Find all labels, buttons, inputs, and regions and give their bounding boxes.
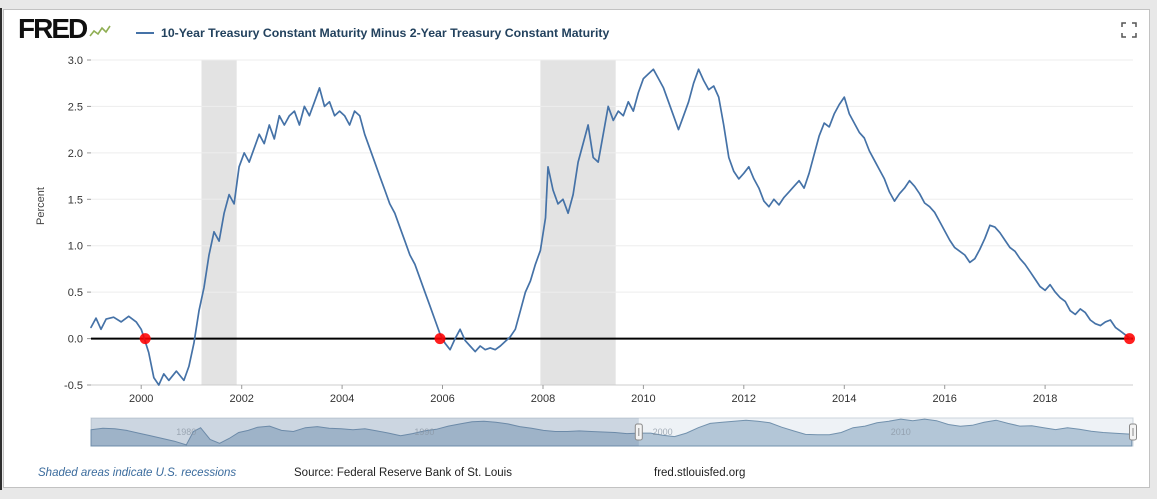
zero-cross-marker bbox=[139, 333, 151, 345]
y-tick-label: -0.5 bbox=[64, 380, 83, 392]
recession-note: Shaded areas indicate U.S. recessions bbox=[38, 467, 237, 479]
site-link[interactable]: fred.stlouisfed.org bbox=[654, 467, 746, 479]
chart-header: FRED 10-Year Treasury Constant Maturity … bbox=[4, 10, 1149, 56]
navigator-handle-right[interactable] bbox=[1129, 423, 1137, 441]
x-tick-label: 2006 bbox=[430, 393, 454, 405]
fred-chart-card: FRED 10-Year Treasury Constant Maturity … bbox=[3, 9, 1150, 488]
y-tick-label: 2.5 bbox=[68, 101, 83, 113]
x-tick-label: 2018 bbox=[1033, 393, 1057, 405]
navigator-year-label: 2000 bbox=[653, 427, 673, 437]
navigator-year-label: 2010 bbox=[891, 427, 911, 437]
x-tick-label: 2000 bbox=[129, 393, 153, 405]
navigator-year-label: 1980 bbox=[176, 427, 196, 437]
main-chart[interactable]: 3.0 2.5 2.0 1.5 1.0 0.5 0.0 -0.5 2000 2002 2004 200… bbox=[4, 54, 1149, 406]
source-link[interactable]: Source: Federal Reserve Bank of St. Loui… bbox=[294, 467, 512, 479]
x-tick-label: 2014 bbox=[832, 393, 856, 405]
series-line bbox=[90, 68, 1132, 386]
x-tick-label: 2002 bbox=[229, 393, 253, 405]
zero-cross-marker bbox=[1124, 333, 1135, 345]
chart-footer: Shaded areas indicate U.S. recessions So… bbox=[4, 458, 1149, 484]
x-tick-label: 2004 bbox=[330, 393, 354, 405]
fullscreen-button[interactable] bbox=[1121, 22, 1137, 38]
navigator-handle-left[interactable] bbox=[634, 423, 643, 441]
range-navigator[interactable]: 1980 1990 2000 2010 bbox=[4, 412, 1149, 456]
x-tick-label: 2016 bbox=[932, 393, 956, 405]
x-tick-label: 2008 bbox=[531, 393, 555, 405]
y-tick-label: 3.0 bbox=[68, 55, 83, 67]
window-left-edge bbox=[0, 8, 2, 490]
fred-logo-sparkline-icon bbox=[89, 25, 111, 37]
y-tick-label: 1.0 bbox=[68, 241, 83, 253]
y-tick-label: 2.0 bbox=[68, 148, 83, 160]
x-tick-label: 2010 bbox=[631, 393, 655, 405]
y-tick-label: 0.0 bbox=[68, 334, 83, 346]
zero-cross-marker bbox=[434, 333, 446, 345]
x-tick-label: 2012 bbox=[732, 393, 756, 405]
y-tick-label: 1.5 bbox=[68, 194, 83, 206]
navigator-mask bbox=[91, 418, 639, 446]
navigator-year-label: 1990 bbox=[414, 427, 434, 437]
y-tick-label: 0.5 bbox=[68, 287, 83, 299]
fred-logo-text: FRED bbox=[18, 13, 88, 44]
fullscreen-icon bbox=[1121, 22, 1137, 38]
fred-logo[interactable]: FRED bbox=[18, 14, 111, 44]
legend-line-sample bbox=[136, 32, 154, 34]
navigator-area bbox=[90, 418, 1133, 447]
recession-band bbox=[201, 60, 237, 385]
recession-band bbox=[540, 60, 616, 385]
legend-item[interactable]: 10-Year Treasury Constant Maturity Minus… bbox=[136, 26, 609, 40]
legend-label: 10-Year Treasury Constant Maturity Minus… bbox=[161, 26, 610, 40]
